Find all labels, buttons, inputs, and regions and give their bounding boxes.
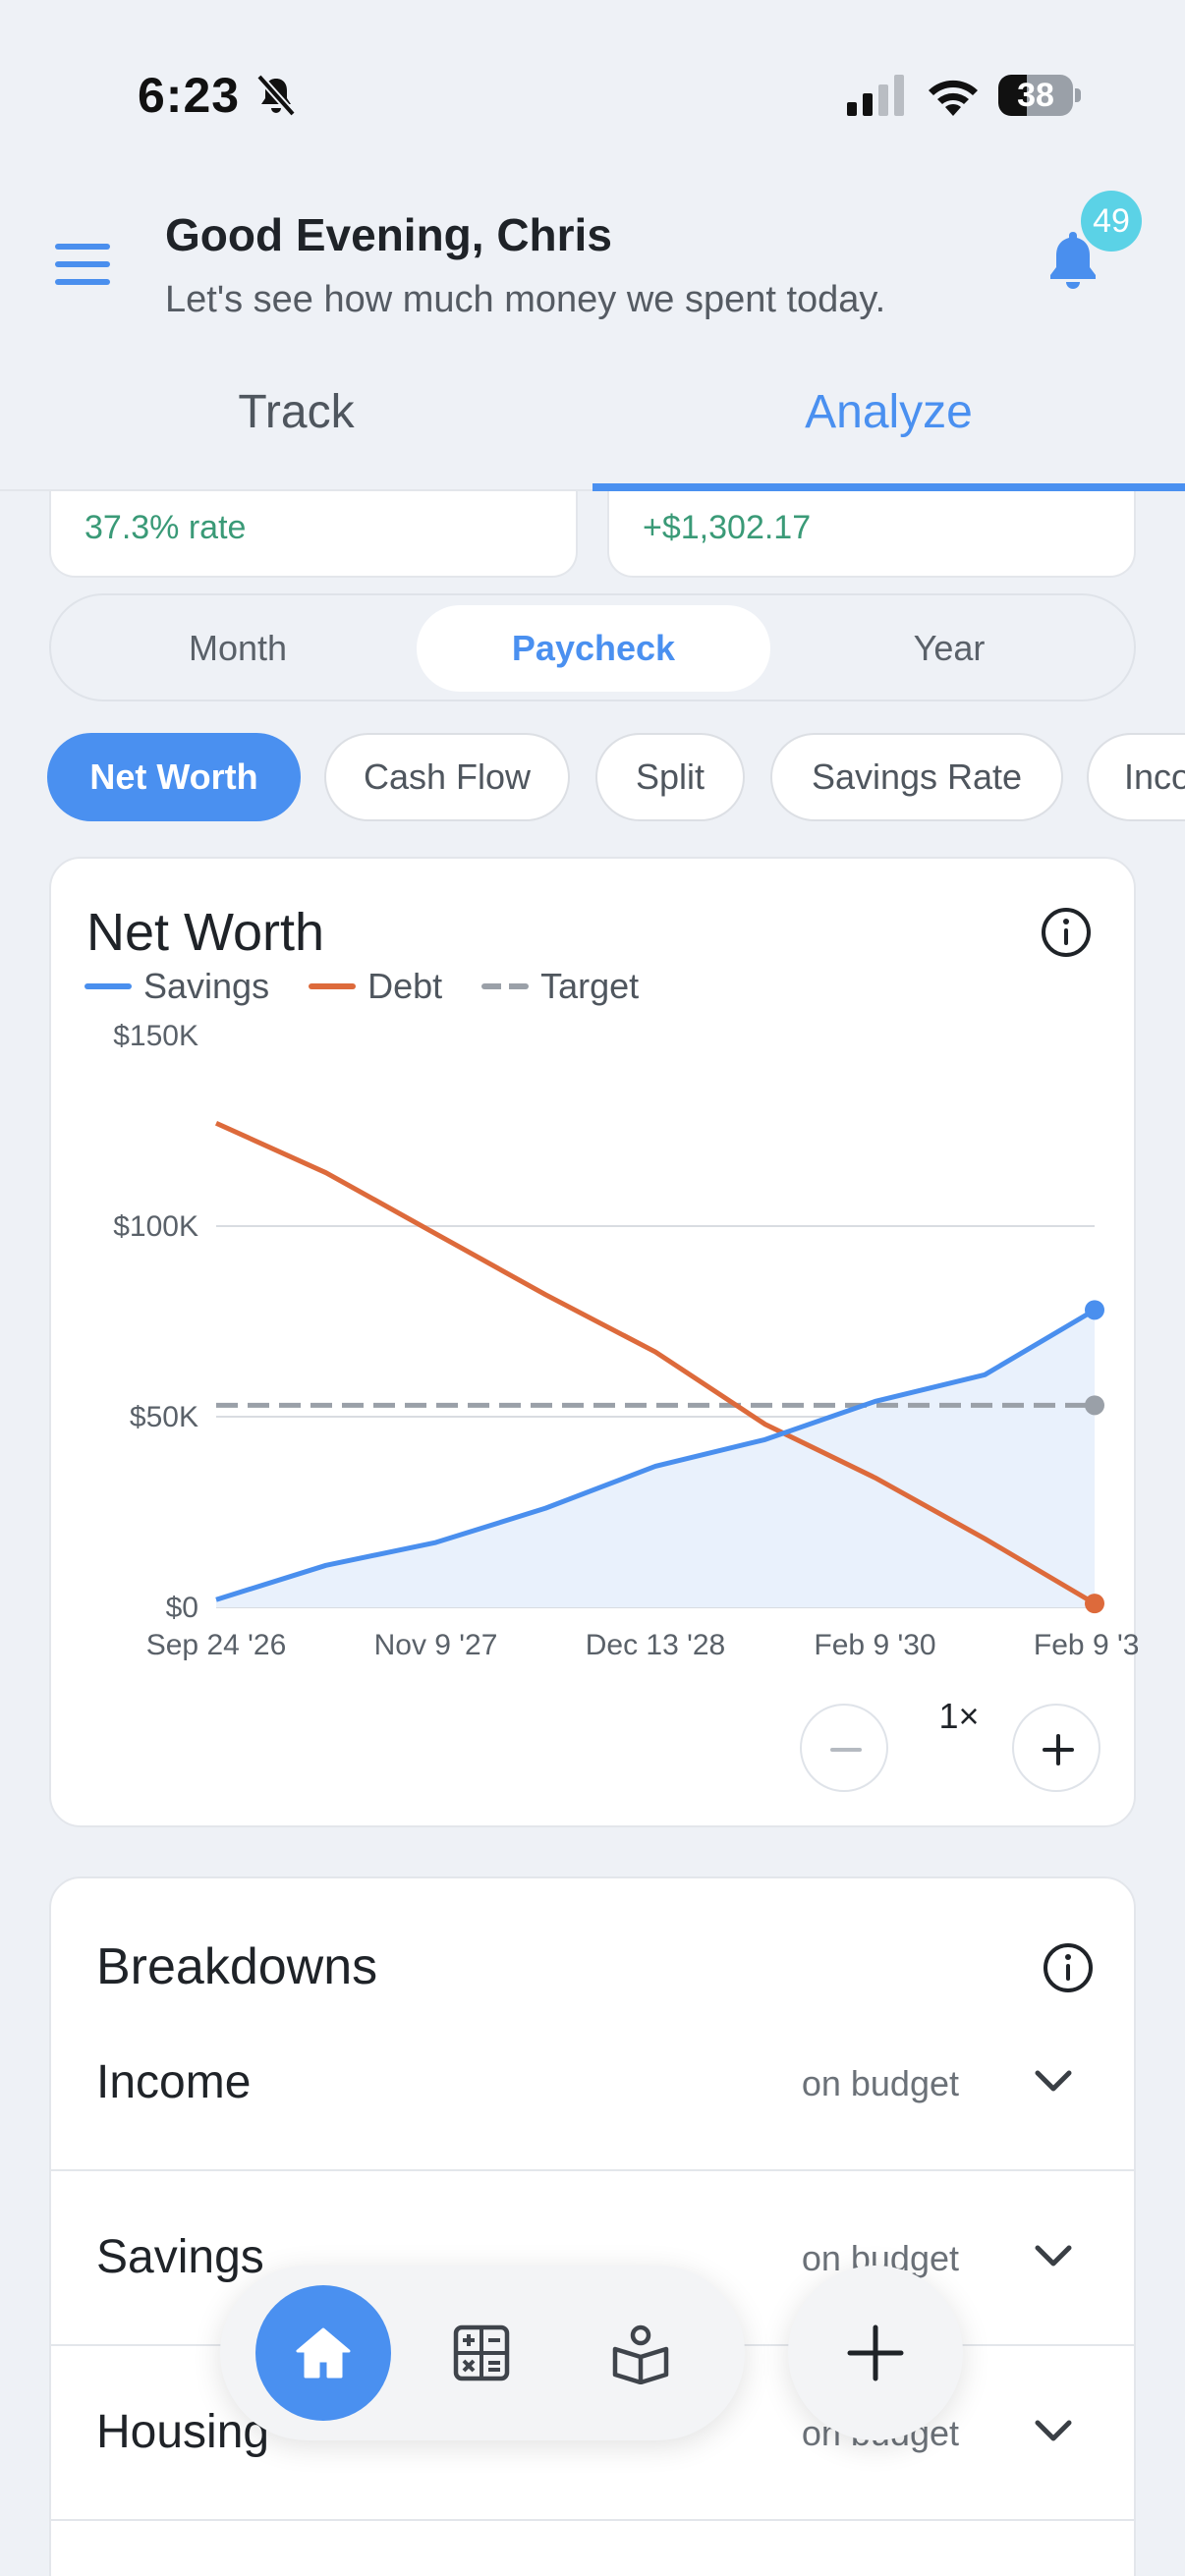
bottom-navigation <box>220 2266 745 2440</box>
legend-item-target[interactable]: Target <box>481 966 639 1007</box>
period-option-month[interactable]: Month <box>188 628 288 668</box>
battery-icon: 38 <box>998 75 1081 116</box>
chart-legend: Savings Debt Target <box>85 965 678 1008</box>
period-selector: Month Paycheck Year <box>49 593 1136 701</box>
status-bar: 6:23 38 <box>0 0 1185 187</box>
chip-cash-flow[interactable]: Cash Flow <box>324 733 570 821</box>
chevron-down-icon <box>1035 2245 1072 2267</box>
menu-icon[interactable] <box>55 244 110 285</box>
y-tick-label: $150K <box>113 1020 198 1052</box>
bell-off-icon <box>256 74 296 117</box>
chip-income[interactable]: Inco <box>1087 733 1185 821</box>
net-worth-chart-card: Net Worth Savings Debt Target $0 $50K $100… <box>49 857 1138 1827</box>
info-icon[interactable] <box>1042 1941 1095 1994</box>
chip-savings-rate[interactable]: Savings Rate <box>770 733 1063 821</box>
legend-item-savings[interactable]: Savings <box>85 966 269 1007</box>
calculator-icon[interactable] <box>450 2322 513 2384</box>
greeting-title: Good Evening, Chris <box>165 209 612 260</box>
x-tick-label: Dec 13 '28 <box>586 1629 726 1661</box>
period-option-paycheck[interactable]: Paycheck <box>417 605 770 692</box>
chip-net-worth[interactable]: Net Worth <box>47 733 301 821</box>
breakdowns-card: Breakdowns Income on budget Savings on b… <box>49 1876 1136 2576</box>
period-option-year[interactable]: Year <box>913 628 986 668</box>
zoom-out-button[interactable] <box>800 1704 888 1792</box>
notification-badge: 49 <box>1081 191 1142 252</box>
info-icon[interactable] <box>1040 906 1093 959</box>
tab-track[interactable]: Track <box>238 386 355 438</box>
tab-active-indicator <box>592 483 1185 491</box>
breakdown-row-next[interactable] <box>51 2519 1134 2576</box>
minus-icon <box>830 1748 862 1752</box>
breakdown-label: Income <box>96 2056 252 2108</box>
add-transaction-button[interactable] <box>788 2266 963 2440</box>
bell-icon[interactable] <box>1044 228 1102 291</box>
x-tick-label: Feb 9 '31 <box>1034 1629 1138 1661</box>
home-icon <box>296 2327 351 2379</box>
wifi-icon <box>929 80 978 116</box>
legend-label: Debt <box>367 966 443 1006</box>
battery-percentage: 38 <box>1017 77 1054 114</box>
tab-analyze[interactable]: Analyze <box>805 386 973 438</box>
chart-title: Net Worth <box>86 903 325 962</box>
target-end-point <box>1085 1395 1104 1416</box>
x-tick-label: Nov 9 '27 <box>374 1629 498 1661</box>
y-tick-label: $50K <box>130 1401 198 1433</box>
plus-icon <box>847 2324 904 2381</box>
y-tick-label: $0 <box>166 1592 198 1624</box>
breakdown-label: Savings <box>96 2231 264 2283</box>
savings-area <box>216 1310 1095 1607</box>
breakdown-row-savings[interactable]: Savings on budget <box>51 2169 1134 2342</box>
clock: 6:23 <box>138 68 241 123</box>
savings-end-point <box>1085 1300 1104 1320</box>
chevron-down-icon <box>1035 2070 1072 2092</box>
debt-end-point <box>1085 1594 1104 1614</box>
x-tick-label: Feb 9 '30 <box>814 1629 935 1661</box>
series-line-savings <box>215 1308 1097 1602</box>
chevron-down-icon <box>1035 2420 1072 2441</box>
zoom-in-button[interactable] <box>1012 1704 1100 1792</box>
breakdown-row-income[interactable]: Income on budget <box>51 1996 1134 2169</box>
breakdown-label: Housing <box>96 2406 270 2458</box>
chip-split[interactable]: Split <box>595 733 745 821</box>
net-worth-line-chart[interactable]: $0 $50K $100K $150K Sep 24 '26 Nov 9 '27 Dec 1… <box>51 859 1138 1704</box>
summary-value: +$1,302.17 <box>643 509 812 546</box>
legend-label: Target <box>540 966 640 1006</box>
legend-item-debt[interactable]: Debt <box>309 966 442 1007</box>
breakdown-status: on budget <box>801 2063 959 2103</box>
x-tick-label: Sep 24 '26 <box>146 1629 287 1661</box>
summary-value: 37.3% rate <box>85 509 247 546</box>
book-icon[interactable] <box>609 2322 672 2384</box>
header-background <box>0 187 1185 491</box>
breakdowns-title: Breakdowns <box>96 1938 378 1995</box>
legend-label: Savings <box>143 966 270 1006</box>
signal-icon <box>847 75 904 116</box>
y-tick-label: $100K <box>113 1210 198 1243</box>
nav-home-button[interactable] <box>255 2285 391 2421</box>
series-line-debt <box>214 1120 1097 1606</box>
greeting-subtitle: Let's see how much money we spent today. <box>165 279 886 320</box>
zoom-level: 1× <box>938 1696 980 1736</box>
